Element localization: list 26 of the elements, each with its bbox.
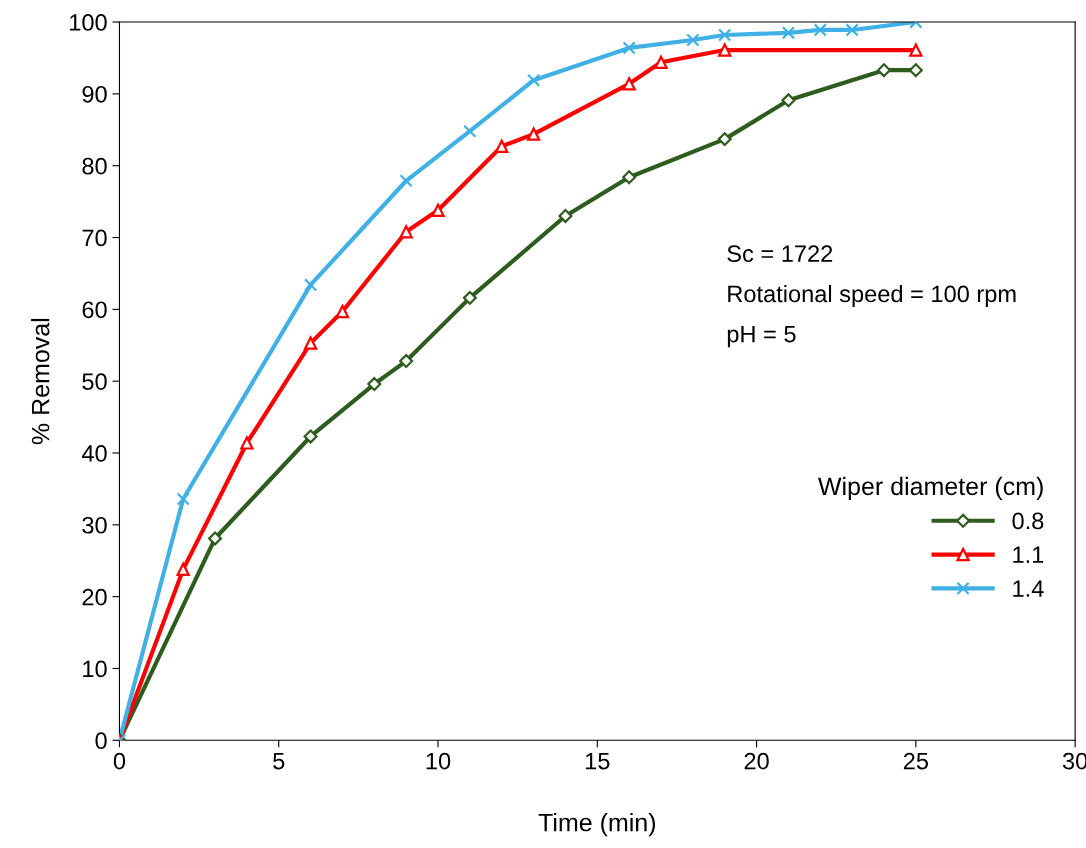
y-tick-label: 50 bbox=[82, 373, 107, 390]
x-tick-label: 25 bbox=[903, 752, 928, 770]
y-tick-label: 90 bbox=[82, 85, 107, 103]
annotation: Sc = 1722 bbox=[727, 245, 833, 263]
y-tick-label: 10 bbox=[83, 660, 107, 678]
y-tick-label: 60 bbox=[82, 301, 107, 319]
annotation: pH = 5 bbox=[727, 326, 796, 348]
y-tick-label: 30 bbox=[82, 516, 107, 534]
legend-label: 1.4 bbox=[1013, 580, 1044, 597]
annotation: Rotational speed = 100 rpm bbox=[728, 284, 1016, 307]
x-tick-label: 20 bbox=[744, 752, 769, 770]
y-tick-label: 40 bbox=[81, 445, 107, 462]
y-tick-label: 20 bbox=[82, 588, 107, 606]
legend-label: 0.8 bbox=[1012, 512, 1044, 530]
y-tick-label: 70 bbox=[82, 229, 107, 247]
x-tick-label: 15 bbox=[585, 752, 610, 770]
y-axis-title: % Removal bbox=[31, 318, 50, 445]
x-tick-label: 10 bbox=[426, 752, 451, 770]
x-axis-title: Time (min) bbox=[538, 813, 655, 837]
x-tick-label: 5 bbox=[273, 752, 285, 770]
x-tick-label: 0 bbox=[113, 752, 126, 770]
y-tick-label: 100 bbox=[70, 14, 107, 31]
legend-label: 1.1 bbox=[1013, 546, 1044, 563]
legend-title: Wiper diameter (cm) bbox=[818, 476, 1043, 501]
y-tick-label: 0 bbox=[95, 732, 107, 750]
y-tick-label: 80 bbox=[82, 157, 107, 175]
